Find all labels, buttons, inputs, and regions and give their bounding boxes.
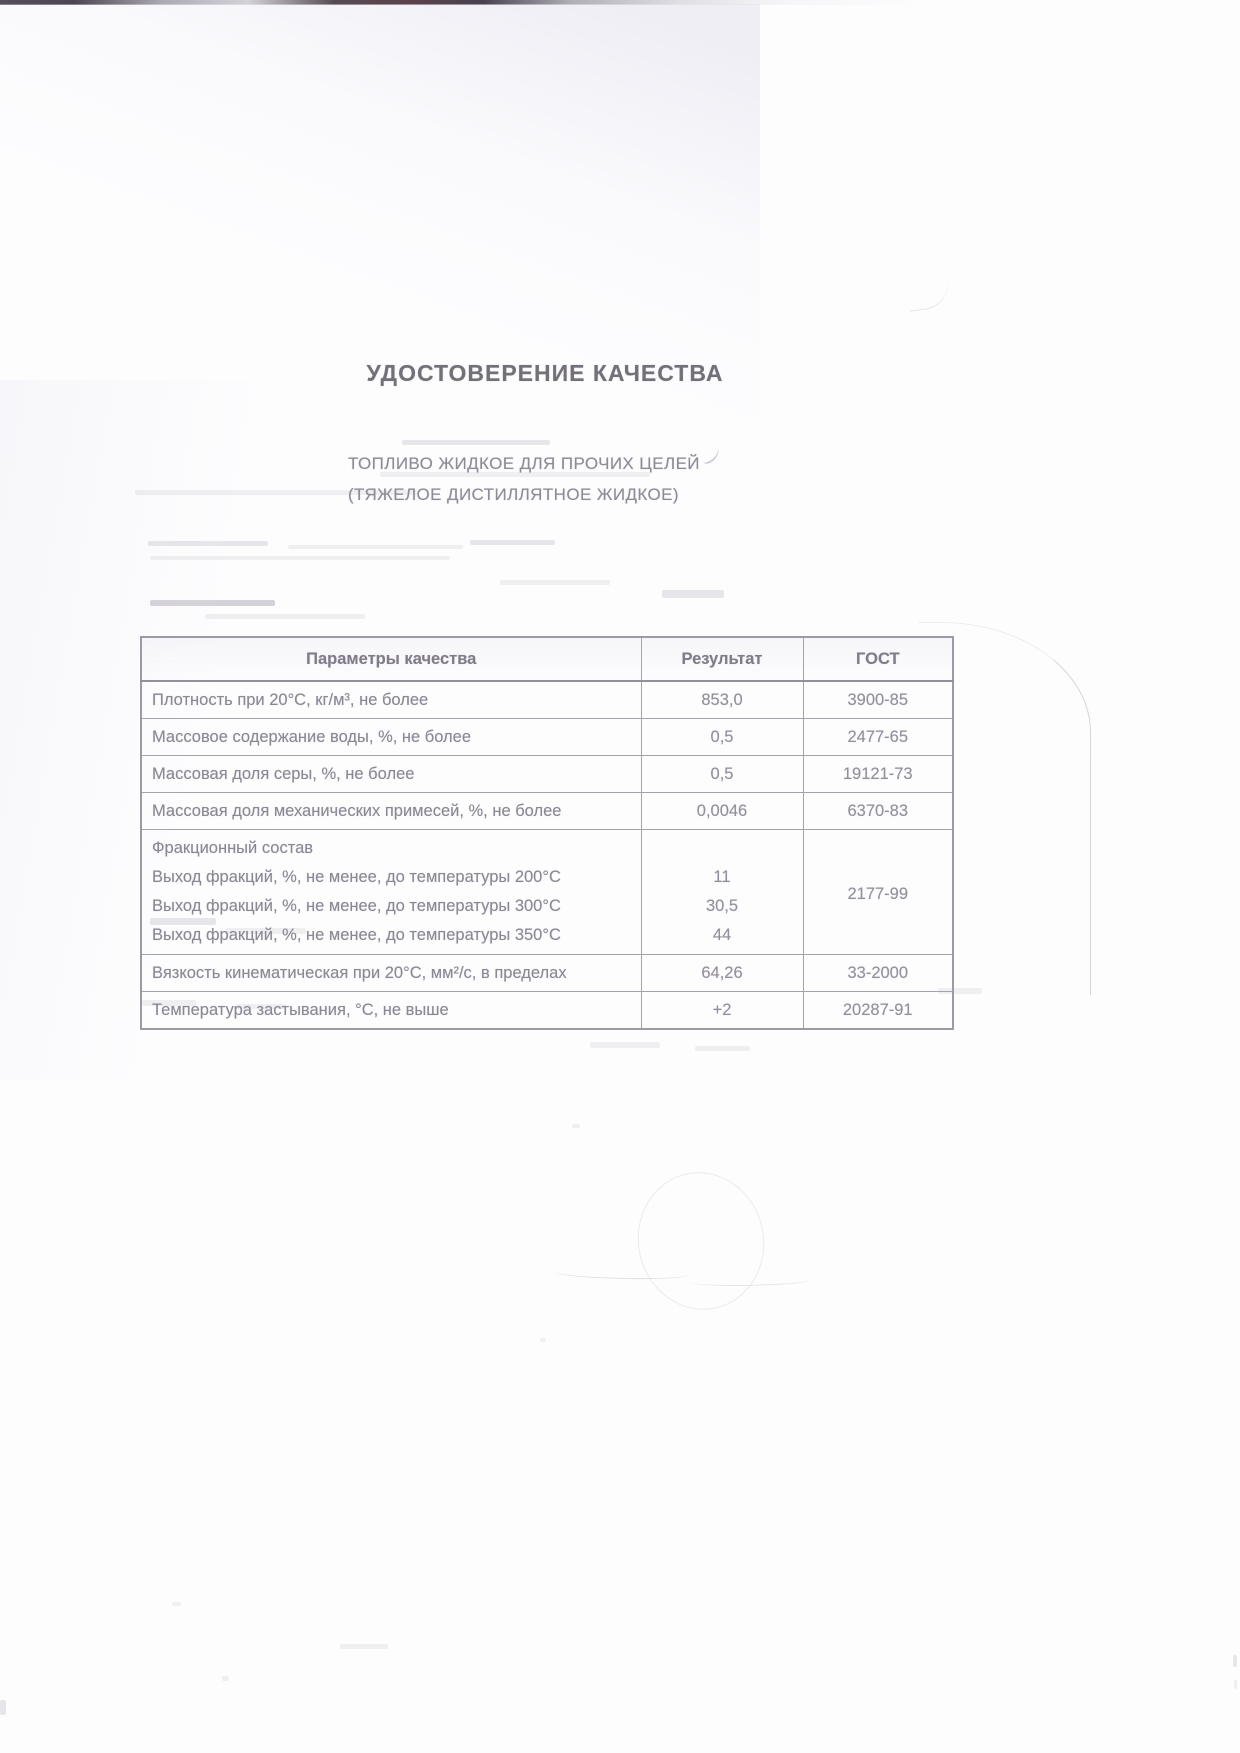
paper-crease-small	[906, 279, 952, 312]
scanner-edge-shadow	[0, 0, 1240, 5]
cell-result: 0,5	[640, 755, 804, 793]
scan-smudge	[288, 545, 463, 549]
fraction-result: 44	[712, 926, 732, 944]
quality-parameters-table: Параметры качества Результат ГОСТ Плотно…	[140, 636, 954, 1030]
cell-result: +2	[640, 991, 804, 1030]
scan-smudge	[695, 1046, 750, 1051]
fraction-result: 30,5	[705, 897, 739, 915]
cell-gost: 6370-83	[802, 792, 954, 830]
cell-parameter-group: Фракционный состав Выход фракций, %, не …	[140, 829, 642, 955]
table-row-fraction-group: Фракционный состав Выход фракций, %, не …	[140, 829, 954, 955]
cell-parameter: Массовое содержание воды, %, не более	[140, 718, 642, 756]
cell-result: 64,26	[640, 954, 804, 992]
cell-gost: 33-2000	[802, 954, 954, 992]
cell-gost: 20287-91	[802, 991, 954, 1030]
fraction-line: Выход фракций, %, не менее, до температу…	[152, 926, 561, 944]
cell-result: 0,0046	[640, 792, 804, 830]
table-header-row: Параметры качества Результат ГОСТ	[140, 636, 954, 682]
scan-smudge	[500, 580, 610, 585]
table-row: Температура застывания, °С, не выше +2 2…	[140, 991, 954, 1030]
scan-speck	[172, 1602, 181, 1606]
cell-result-group: 11 30,5 44	[640, 829, 804, 955]
scan-smudge	[590, 1042, 660, 1048]
table-row: Вязкость кинематическая при 20°С, мм²/с,…	[140, 954, 954, 992]
scan-speck	[572, 1124, 580, 1128]
scan-speck	[340, 1644, 388, 1649]
document-title: УДОСТОВЕРЕНИЕ КАЧЕСТВА	[366, 360, 724, 386]
scan-smudge	[205, 614, 365, 619]
fraction-result: 11	[713, 868, 731, 886]
table-row: Массовая доля механических примесей, %, …	[140, 792, 954, 830]
cell-gost: 3900-85	[802, 680, 954, 719]
handwritten-tick-mark	[697, 442, 723, 466]
scan-speck	[1234, 1680, 1237, 1689]
cell-gost-group: 2177-99	[802, 829, 954, 955]
fraction-result-spacer	[652, 834, 793, 863]
cell-parameter: Плотность при 20°С, кг/м³, не более	[140, 680, 642, 719]
scan-speck	[222, 1676, 229, 1681]
stamp-ghost-outline	[625, 1160, 777, 1322]
table-row: Массовая доля серы, %, не более 0,5 1912…	[140, 755, 954, 793]
cell-parameter: Массовая доля механических примесей, %, …	[140, 792, 642, 830]
table-row: Плотность при 20°С, кг/м³, не более 853,…	[140, 680, 954, 719]
scan-smudge	[148, 541, 268, 546]
table-row: Массовое содержание воды, %, не более 0,…	[140, 718, 954, 756]
scan-smudge	[380, 472, 650, 477]
fraction-group-label: Фракционный состав	[152, 839, 314, 857]
col-header-parameters: Параметры качества	[140, 636, 642, 682]
col-header-result: Результат	[640, 636, 804, 682]
paper-tint-topleft	[0, 4, 760, 434]
cell-result: 853,0	[640, 680, 804, 719]
cell-gost: 2477-65	[802, 718, 954, 756]
scan-smudge	[135, 490, 417, 495]
document-subtitle: ТОПЛИВО ЖИДКОЕ ДЛЯ ПРОЧИХ ЦЕЛЕЙ (ТЯЖЕЛОЕ…	[348, 448, 700, 510]
scan-speck	[1233, 1655, 1237, 1667]
scan-smudge	[470, 540, 555, 545]
scan-speck	[0, 1700, 6, 1715]
subtitle-line-1: ТОПЛИВО ЖИДКОЕ ДЛЯ ПРОЧИХ ЦЕЛЕЙ	[348, 454, 700, 473]
cell-parameter: Температура застывания, °С, не выше	[140, 991, 642, 1030]
scan-speck	[540, 1338, 546, 1342]
fraction-line: Выход фракций, %, не менее, до температу…	[152, 897, 561, 915]
subtitle-line-2: (ТЯЖЕЛОЕ ДИСТИЛЛЯТНОЕ ЖИДКОЕ)	[348, 485, 679, 504]
scan-smudge	[150, 556, 450, 560]
scan-smudge	[402, 440, 550, 445]
fraction-line: Выход фракций, %, не менее, до температу…	[152, 868, 561, 886]
cell-result: 0,5	[640, 718, 804, 756]
scan-smudge	[150, 600, 275, 606]
cell-parameter: Массовая доля серы, %, не более	[140, 755, 642, 793]
scan-smudge	[662, 590, 724, 598]
cell-gost: 19121-73	[802, 755, 954, 793]
scan-smudge	[938, 988, 982, 994]
col-header-gost: ГОСТ	[802, 636, 954, 682]
cell-parameter: Вязкость кинематическая при 20°С, мм²/с,…	[140, 954, 642, 992]
